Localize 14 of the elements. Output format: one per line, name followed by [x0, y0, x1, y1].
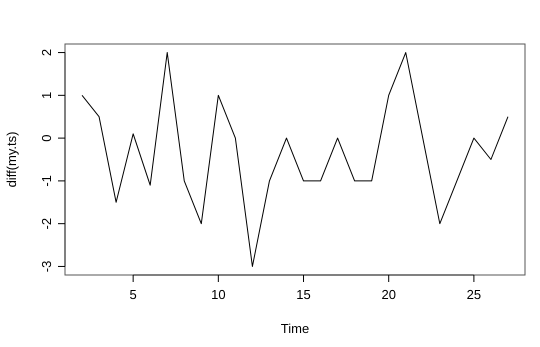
y-tick-label: 2 — [39, 48, 54, 56]
line-series — [82, 52, 508, 267]
y-tick-label: -1 — [39, 175, 54, 187]
x-tick-label: 25 — [466, 287, 482, 302]
x-tick-label: 20 — [381, 287, 396, 302]
y-tick-label: -2 — [39, 218, 54, 230]
y-axis-title: diff(my.ts) — [4, 132, 19, 188]
x-tick-label: 15 — [296, 287, 311, 302]
x-tick-label: 5 — [130, 287, 137, 302]
y-tick-label: 0 — [39, 134, 54, 142]
x-axis-title: Time — [280, 321, 310, 336]
y-tick-label: 1 — [39, 92, 54, 99]
x-tick-label: 10 — [211, 287, 226, 302]
y-tick-label: -3 — [39, 260, 54, 272]
